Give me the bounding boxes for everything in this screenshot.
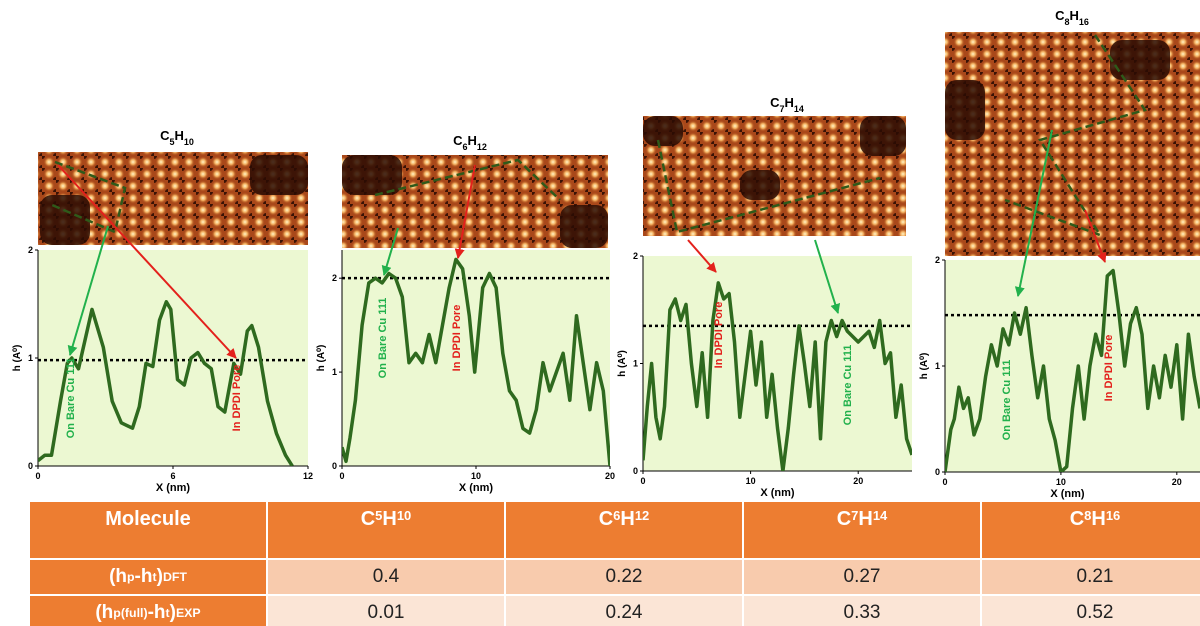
value-cell: 0.01 <box>268 596 504 626</box>
value-cell: 0.21 <box>982 560 1200 594</box>
label-part: -h <box>135 566 153 588</box>
x-tick-label: 6 <box>170 471 175 481</box>
x-tick-label: 10 <box>746 476 756 486</box>
y-axis-label: h (A⁰) <box>12 345 23 372</box>
stm-dark-region <box>1110 40 1170 80</box>
header-cell: Molecule <box>30 502 266 558</box>
x-axis-label: X (nm) <box>459 482 494 494</box>
y-tick-label: 0 <box>28 461 33 471</box>
label-part: (h <box>95 602 113 624</box>
value-cell: 0.27 <box>744 560 980 594</box>
stm-dark-region <box>945 80 985 140</box>
x-axis-label: X (nm) <box>760 487 795 499</box>
x-tick-label: 12 <box>303 471 313 481</box>
y-tick-label: 0 <box>332 461 337 471</box>
value-cell: 0.4 <box>268 560 504 594</box>
y-tick-label: 2 <box>332 273 337 283</box>
annotation: On Bare Cu 111 <box>65 358 77 439</box>
x-tick-label: 20 <box>853 476 863 486</box>
y-tick-label: 0 <box>935 467 940 477</box>
x-tick-label: 0 <box>640 476 645 486</box>
annotation: In DPDI Pore <box>451 305 463 372</box>
x-tick-label: 10 <box>1056 477 1066 487</box>
label-part: p <box>127 570 135 584</box>
annotation: On Bare Cu 111 <box>377 298 389 379</box>
y-axis-label: h (A⁰) <box>919 353 930 380</box>
x-tick-label: 0 <box>339 471 344 481</box>
y-axis-label: h (A⁰) <box>316 345 327 372</box>
stm-dark-region <box>560 205 608 248</box>
chart-title: C7H14 <box>770 95 804 114</box>
stm-dark-region <box>40 195 90 245</box>
x-axis-label: X (nm) <box>156 482 191 494</box>
annotation: In DPDI Pore <box>713 302 725 369</box>
chart-title: C5H10 <box>160 128 194 147</box>
y-tick-label: 1 <box>633 359 638 369</box>
x-tick-label: 0 <box>35 471 40 481</box>
y-tick-label: 1 <box>332 367 337 377</box>
plot-background <box>38 250 308 466</box>
stm-dark-region <box>342 155 402 195</box>
y-tick-label: 1 <box>28 353 33 363</box>
stm-dark-region <box>860 116 906 156</box>
x-tick-label: 10 <box>471 471 481 481</box>
value-cell: 0.24 <box>506 596 742 626</box>
value-cell: 0.33 <box>744 596 980 626</box>
stm-dark-region <box>250 155 308 195</box>
y-tick-label: 2 <box>633 251 638 261</box>
value-cell: 0.22 <box>506 560 742 594</box>
y-tick-label: 1 <box>935 361 940 371</box>
x-tick-label: 0 <box>942 477 947 487</box>
y-tick-label: 2 <box>935 255 940 265</box>
y-tick-label: 2 <box>28 245 33 255</box>
annotation: On Bare Cu 111 <box>1001 360 1013 441</box>
value-cell: 0.52 <box>982 596 1200 626</box>
chart-title: C6H12 <box>453 133 487 152</box>
y-tick-label: 0 <box>633 466 638 476</box>
annotation: In DPDI Pore <box>1103 335 1115 402</box>
stm-dark-region <box>643 116 683 146</box>
x-tick-label: 20 <box>1172 477 1182 487</box>
y-axis-label: h (A⁰) <box>617 350 628 377</box>
label-part: DFT <box>163 570 187 584</box>
figure: C5H100120612X (nm)h (A⁰)On Bare Cu 111In… <box>0 0 1200 626</box>
annotation: In DPDI Pore <box>231 365 243 432</box>
label-part: p(full) <box>113 606 147 620</box>
annotation: On Bare Cu 111 <box>842 345 854 426</box>
x-axis-label: X (nm) <box>1050 488 1085 500</box>
plot-background <box>945 260 1200 472</box>
x-tick-label: 20 <box>605 471 615 481</box>
label-part: -h <box>148 602 166 624</box>
label-part: (h <box>109 566 127 588</box>
stm-dark-region <box>740 170 780 200</box>
label-part: EXP <box>176 606 201 620</box>
chart-title: C8H16 <box>1055 8 1089 27</box>
